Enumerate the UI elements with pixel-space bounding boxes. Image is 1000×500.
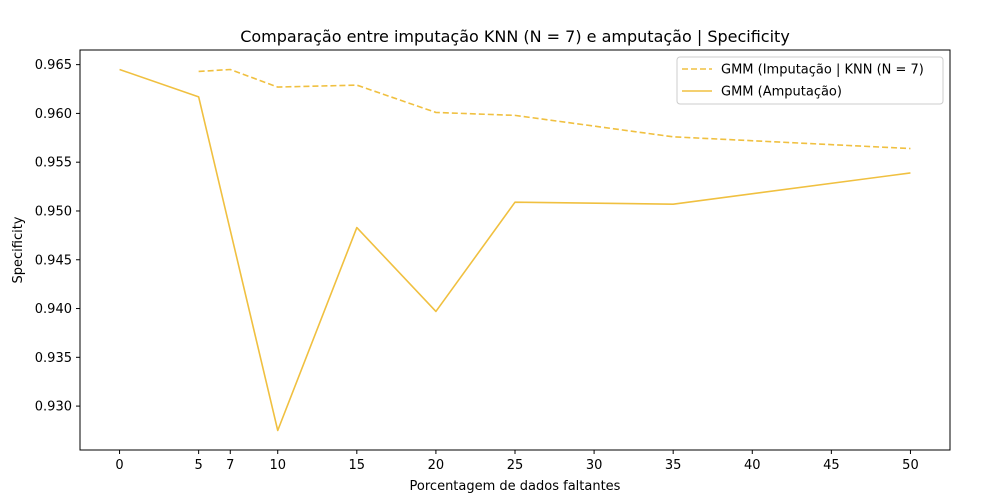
x-axis-title: Porcentagem de dados faltantes: [410, 479, 621, 494]
x-tick-label: 35: [665, 458, 682, 473]
legend-label: GMM (Imputação | KNN (N = 7): [721, 63, 924, 78]
y-axis-title: Specificity: [11, 216, 26, 283]
y-tick-label: 0.935: [35, 351, 72, 366]
x-tick-label: 5: [194, 458, 202, 473]
legend: GMM (Imputação | KNN (N = 7) GMM (Amputaç…: [676, 56, 944, 105]
y-tick-label: 0.965: [35, 58, 72, 73]
x-tick-label: 10: [269, 458, 286, 473]
y-tick-label: 0.960: [35, 107, 72, 122]
x-tick-label: 7: [226, 458, 234, 473]
legend-box: [676, 56, 944, 105]
x-tick-label: 45: [823, 458, 840, 473]
plot-area: 0 5 7 10 15 20 25 30 35 40 45 50 0.930 0.935 0.940 0.94…: [35, 49, 951, 473]
chart-title: Comparação entre imputação KNN (N = 7) e…: [240, 27, 790, 46]
x-tick-label: 30: [586, 458, 603, 473]
x-tick-label: 25: [507, 458, 524, 473]
x-tick-label: 0: [115, 458, 123, 473]
y-tick-label: 0.945: [35, 253, 72, 268]
y-tick-label: 0.955: [35, 156, 72, 171]
x-tick-label: 15: [349, 458, 366, 473]
legend-label: GMM (Amputação): [721, 85, 842, 100]
series-line-imputacao: [198, 68, 911, 150]
y-tick-label: 0.950: [35, 204, 72, 219]
x-tick-label: 40: [744, 458, 761, 473]
series-line-amputacao: [119, 68, 911, 432]
x-tick-label: 20: [428, 458, 445, 473]
y-tick-label: 0.940: [35, 302, 72, 317]
x-tick-label: 50: [902, 458, 919, 473]
y-tick-label: 0.930: [35, 400, 72, 415]
